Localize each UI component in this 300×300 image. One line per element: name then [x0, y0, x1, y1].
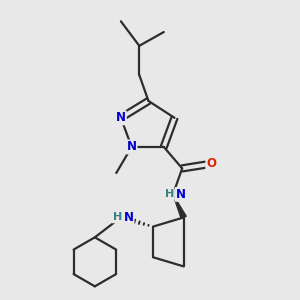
Text: N: N — [176, 188, 186, 201]
Text: O: O — [206, 157, 216, 170]
Text: N: N — [127, 140, 136, 153]
Text: H: H — [165, 189, 174, 200]
Text: H: H — [112, 212, 122, 222]
Text: N: N — [124, 211, 134, 224]
Polygon shape — [173, 194, 186, 219]
Text: N: N — [116, 111, 126, 124]
